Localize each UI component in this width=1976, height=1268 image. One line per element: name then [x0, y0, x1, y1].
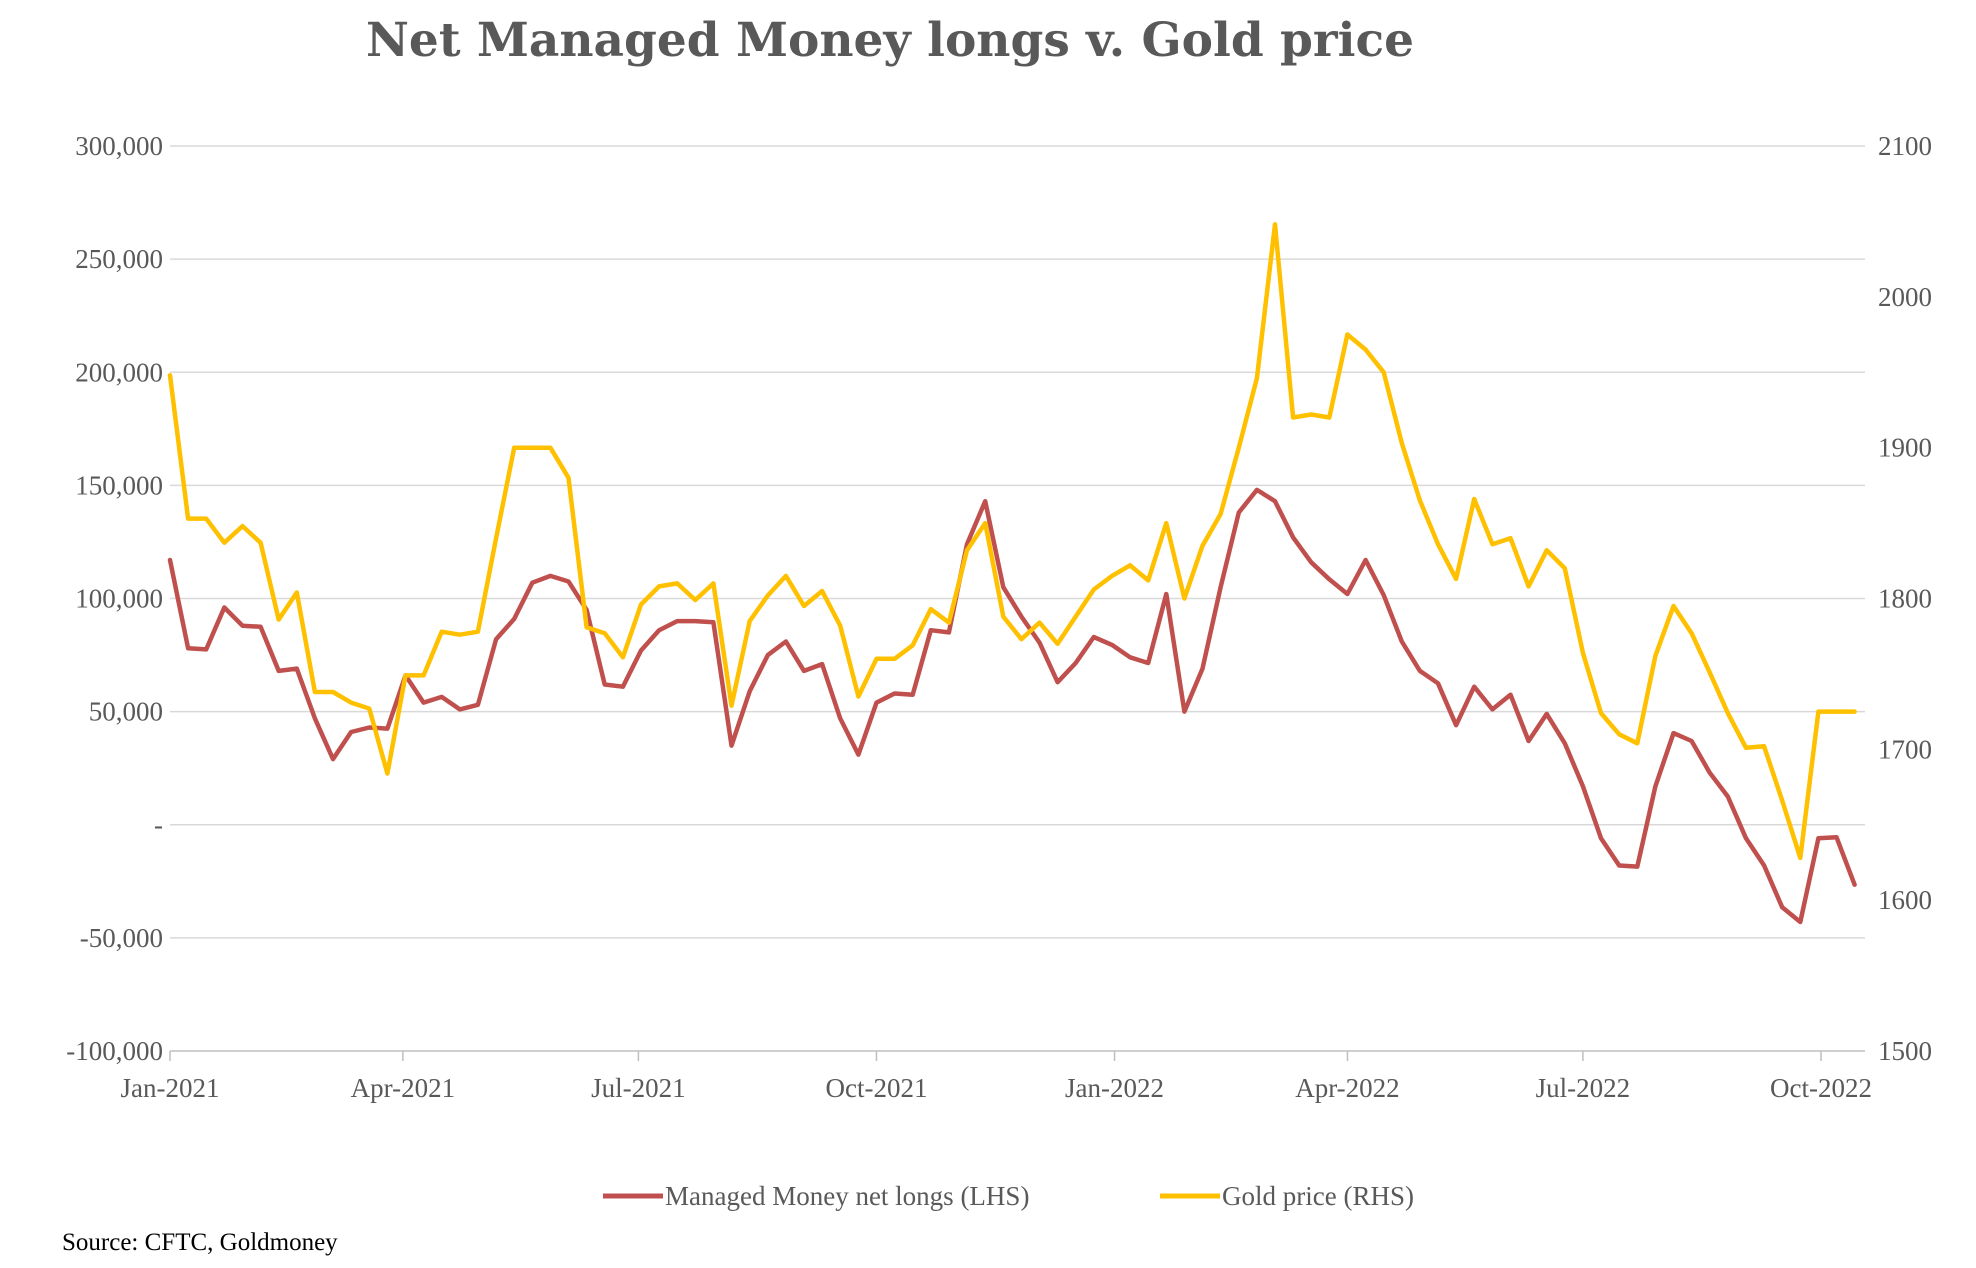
- left-axis-tick-labels: -100,000-50,000-50,000100,000150,000200,…: [66, 131, 163, 1066]
- right-tick-label: 1800: [1878, 584, 1932, 614]
- x-tick-label: Jul-2022: [1536, 1073, 1631, 1103]
- series-lines: [167, 222, 1857, 925]
- x-tick-label: Apr-2021: [351, 1073, 455, 1103]
- left-tick-label: 150,000: [75, 470, 163, 500]
- gridlines: [170, 145, 1865, 939]
- legend: Managed Money net longs (LHS) Gold price …: [603, 1181, 1414, 1211]
- left-tick-label: -100,000: [66, 1036, 163, 1066]
- source-note: Source: CFTC, Goldmoney: [62, 1229, 338, 1256]
- left-tick-label: -50,000: [80, 923, 163, 953]
- x-tick-label: Jan-2021: [121, 1073, 220, 1103]
- right-axis-tick-labels: 1500 1600 1700 1800 1900 2000 2100: [1878, 131, 1932, 1066]
- right-tick-label: 1700: [1878, 734, 1932, 764]
- series-line-managed-money: [167, 487, 1857, 925]
- left-tick-label: -: [154, 810, 163, 840]
- x-tick-label: Oct-2022: [1770, 1073, 1872, 1103]
- x-tick-label: Jul-2021: [591, 1073, 686, 1103]
- left-tick-label: 100,000: [75, 584, 163, 614]
- left-tick-label: 250,000: [75, 244, 163, 274]
- left-tick-label: 50,000: [89, 697, 163, 727]
- x-tick-label: Apr-2022: [1295, 1073, 1399, 1103]
- right-tick-label: 1600: [1878, 885, 1932, 915]
- x-axis: Jan-2021 Apr-2021 Jul-2021 Oct-2021 Jan-2022…: [121, 1050, 1872, 1103]
- left-tick-label: 200,000: [75, 357, 163, 387]
- right-tick-label: 1900: [1878, 433, 1932, 463]
- series-line-gold-price: [167, 222, 1857, 861]
- right-tick-label: 2100: [1878, 131, 1932, 161]
- right-tick-label: 2000: [1878, 282, 1932, 312]
- chart-title: Net Managed Money longs v. Gold price: [366, 13, 1414, 68]
- legend-label: Gold price (RHS): [1222, 1181, 1414, 1211]
- x-tick-label: Oct-2021: [825, 1073, 927, 1103]
- right-tick-label: 1500: [1878, 1036, 1932, 1066]
- left-tick-label: 300,000: [75, 131, 163, 161]
- legend-label: Managed Money net longs (LHS): [665, 1181, 1029, 1211]
- x-tick-label: Jan-2022: [1065, 1073, 1164, 1103]
